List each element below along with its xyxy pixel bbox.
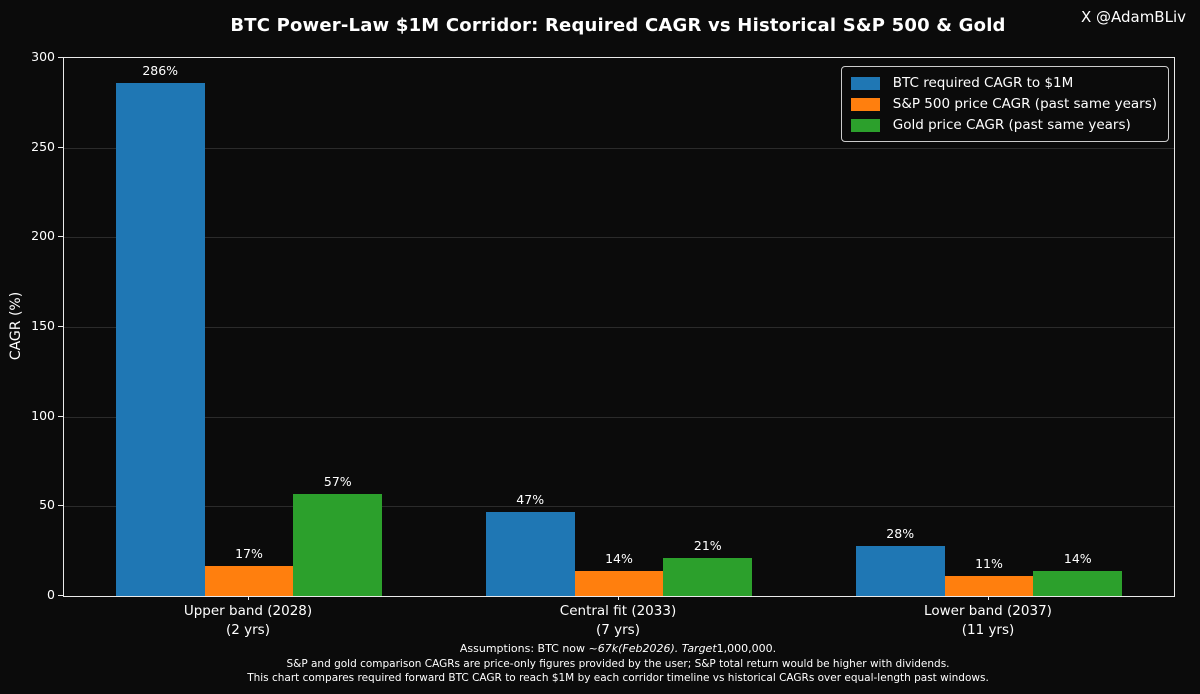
x-tick-label-line1: Upper band (2028) xyxy=(183,603,313,619)
y-tick-label: 150 xyxy=(31,318,55,333)
legend-row: Gold price CAGR (past same years) xyxy=(850,117,1157,133)
footnote-segment: 67k(Feb2026). Target xyxy=(597,642,717,655)
footnote-line: S&P and gold comparison CAGRs are price-… xyxy=(63,657,1173,671)
bar-value-label: 57% xyxy=(323,473,352,489)
chart-title: BTC Power-Law $1M Corridor: Required CAG… xyxy=(230,15,1006,36)
y-tick-label: 0 xyxy=(47,587,55,602)
y-tick-mark xyxy=(58,505,63,507)
bar xyxy=(855,545,945,596)
legend-swatch xyxy=(850,97,880,111)
legend-label: Gold price CAGR (past same years) xyxy=(892,117,1131,133)
bar xyxy=(663,558,753,596)
bar-value-label: 14% xyxy=(1063,550,1092,566)
x-tick-mark xyxy=(248,596,249,600)
bar-value-label: 14% xyxy=(605,550,633,566)
legend-label: BTC required CAGR to $1M xyxy=(892,75,1074,91)
gridline xyxy=(64,237,1174,239)
legend-swatch xyxy=(850,118,880,132)
footnote-segment: 1,000,000. xyxy=(716,642,777,655)
bar xyxy=(1033,570,1123,596)
y-tick-mark xyxy=(58,146,63,148)
x-tick-label-line2: (7 yrs) xyxy=(596,622,640,638)
footnote-segment: S&P and gold comparison CAGRs are price-… xyxy=(286,658,950,670)
bar-value-label: 17% xyxy=(235,545,263,561)
bar xyxy=(574,570,664,596)
bar-value-label: 47% xyxy=(516,491,545,507)
x-tick-mark xyxy=(618,596,619,600)
legend-row: S&P 500 price CAGR (past same years) xyxy=(850,96,1157,112)
bar-value-label: 28% xyxy=(886,525,915,541)
y-tick-mark xyxy=(58,326,63,327)
footnote-line: This chart compares required forward BTC… xyxy=(63,671,1173,685)
bar xyxy=(204,565,294,596)
y-tick-mark xyxy=(58,595,63,596)
bar xyxy=(485,511,575,596)
x-tick-label-line1: Central fit (2033) xyxy=(559,603,677,619)
legend-swatch xyxy=(850,76,880,90)
legend: BTC required CAGR to $1M S&P 500 price CA… xyxy=(840,66,1169,142)
bar xyxy=(115,83,205,596)
y-tick-label: 200 xyxy=(31,228,55,244)
x-tick-label-line2: (2 yrs) xyxy=(225,622,270,638)
x-tick-label-line2: (11 yrs) xyxy=(961,622,1015,638)
y-tick-label: 250 xyxy=(31,138,55,154)
x-tick-label-line1: Lower band (2037) xyxy=(924,603,1052,619)
y-tick-mark xyxy=(58,415,63,417)
bar-value-label: 11% xyxy=(975,556,1003,572)
bar xyxy=(944,576,1034,596)
footnotes: Assumptions: BTC now ~67k(Feb2026). Targ… xyxy=(63,641,1173,685)
y-tick-label: 50 xyxy=(39,497,55,513)
x-tick-label: Central fit (2033) (7 yrs) xyxy=(560,602,676,640)
watermark-handle: X @AdamBLiv xyxy=(1080,8,1186,26)
gridline xyxy=(64,416,1174,418)
gridline xyxy=(64,147,1174,149)
legend-label: S&P 500 price CAGR (past same years) xyxy=(892,96,1157,112)
footnote-segment: Assumptions: BTC now ~ xyxy=(459,642,598,655)
x-tick-label: Upper band (2028) (2 yrs) xyxy=(184,602,312,640)
x-tick-label: Lower band (2037) (11 yrs) xyxy=(924,602,1052,640)
footnote-segment: This chart compares required forward BTC… xyxy=(247,672,989,684)
plot-area: 286% 47% 28% 17% 14% 11% 57% 21% 14% BTC require… xyxy=(63,57,1175,597)
y-tick-mark xyxy=(58,57,63,58)
bar xyxy=(293,493,383,596)
gridline xyxy=(64,506,1174,508)
y-tick-label: 300 xyxy=(31,49,55,64)
footnote-line: Assumptions: BTC now ~67k(Feb2026). Targ… xyxy=(63,641,1173,657)
x-tick-mark xyxy=(988,596,989,600)
y-tick-label: 100 xyxy=(31,407,55,423)
y-tick-mark xyxy=(58,236,63,238)
gridline xyxy=(64,327,1174,328)
bar-value-label: 21% xyxy=(693,538,722,554)
bar-value-label: 286% xyxy=(142,63,179,79)
legend-row: BTC required CAGR to $1M xyxy=(850,75,1157,91)
